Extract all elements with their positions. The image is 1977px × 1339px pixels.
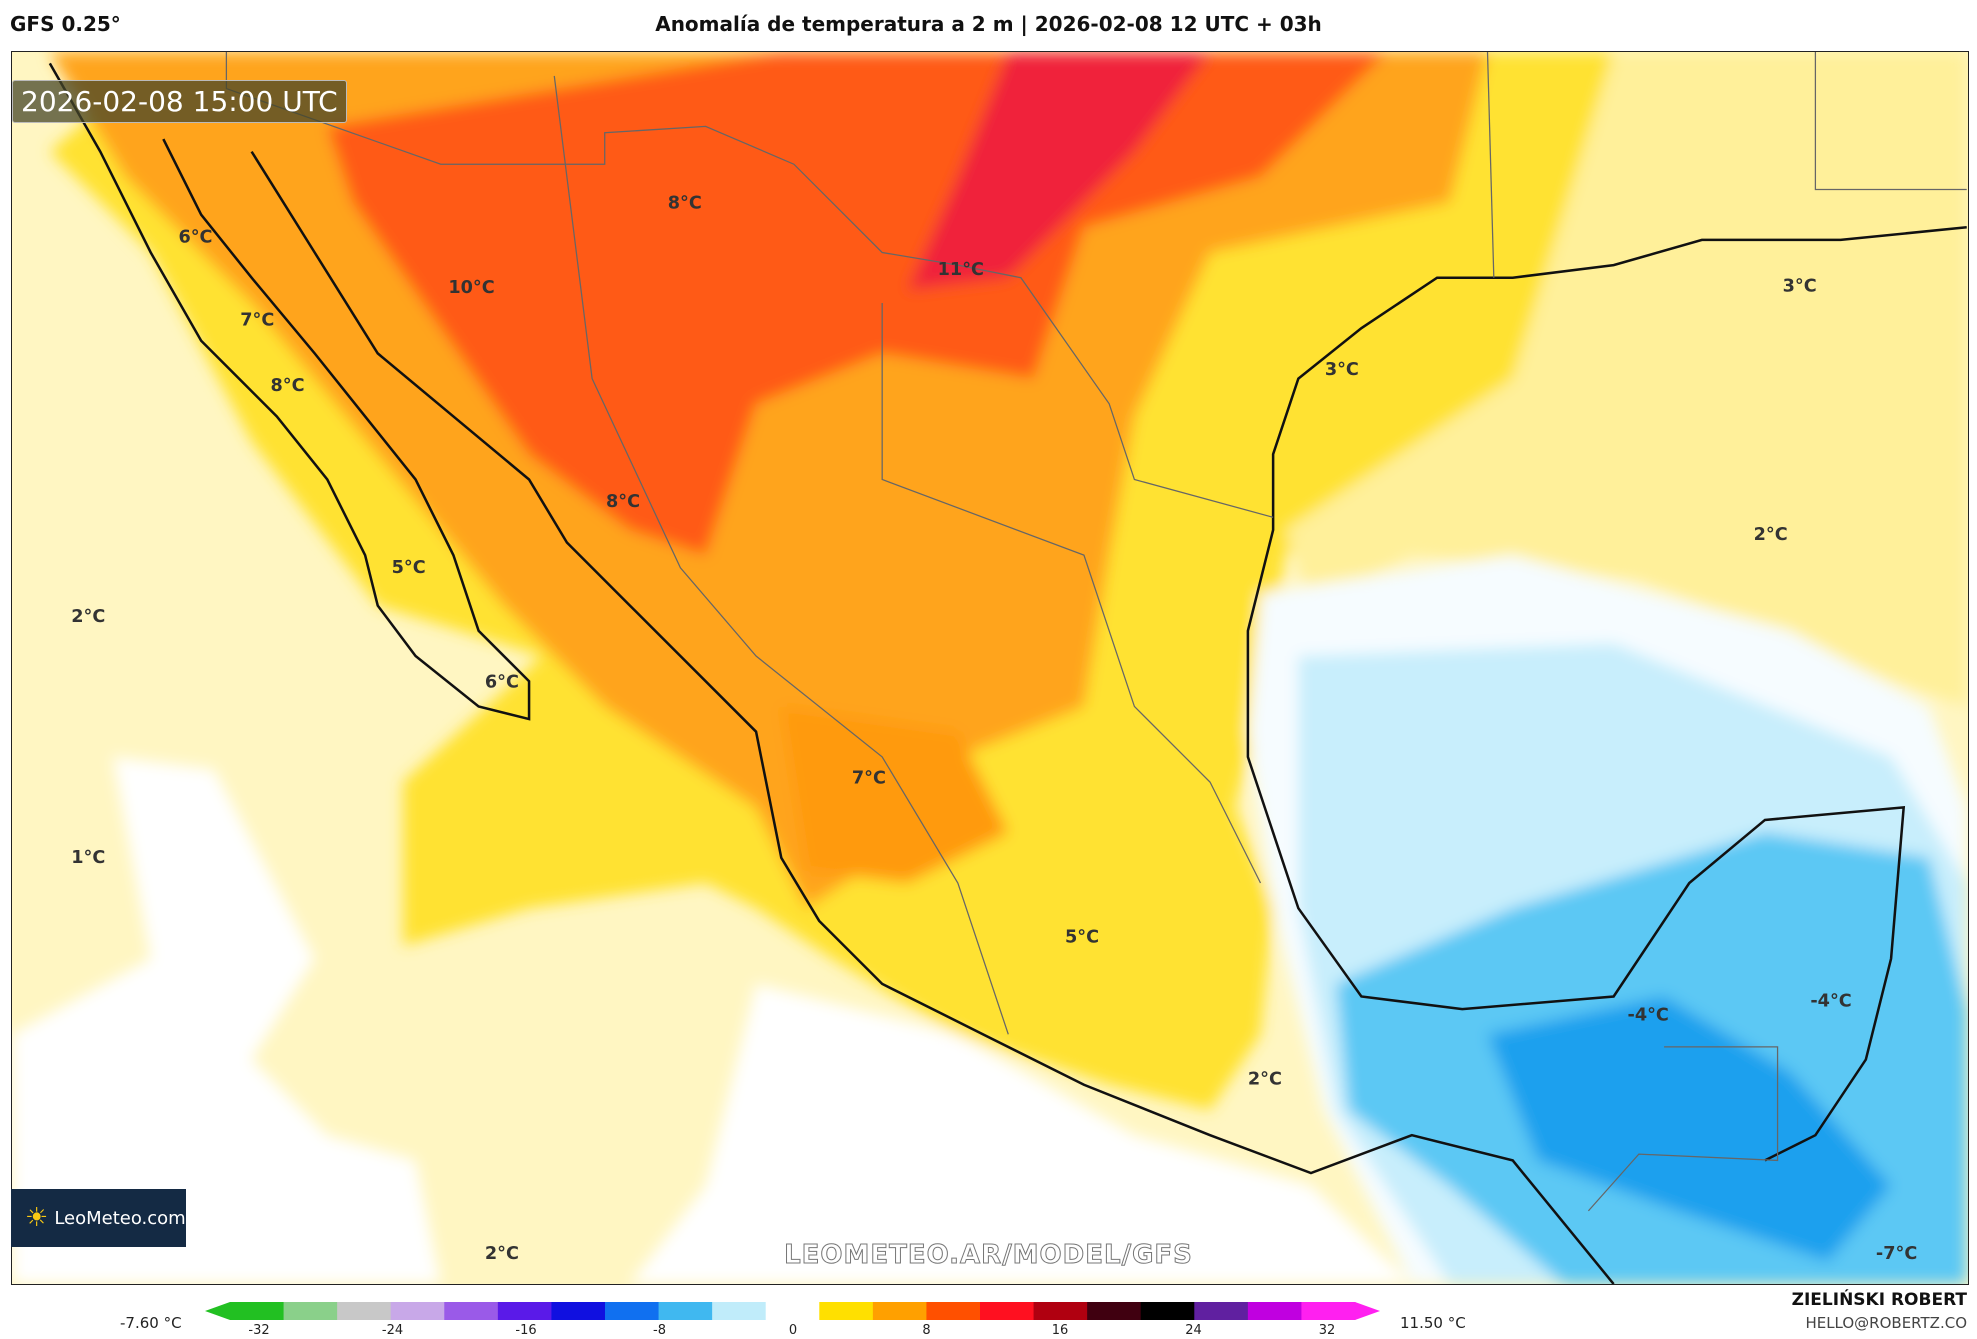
watermark: LEOMETEO.AR/MODEL/GFS [784,1240,1193,1271]
colorbar-segment [1140,1302,1195,1320]
white-zone-sw [12,756,441,1284]
colorbar-segment [1087,1302,1142,1320]
map-label: 3°C [1783,277,1817,297]
colorbar [205,1302,1380,1320]
colorbar-segment [337,1302,392,1320]
colorbar-segment [390,1302,445,1320]
model-name: GFS 0.25° [10,12,121,36]
contour-labels: 8°C 6°C 10°C 11°C 7°C 8°C 3°C 3°C 8°C 5°… [71,193,1917,1263]
map-label: -4°C [1627,1005,1668,1025]
map-field: 8°C 6°C 10°C 11°C 7°C 8°C 3°C 3°C 8°C 5°… [12,52,1967,1284]
white-zone-pacific [629,983,1412,1284]
map-label: 6°C [178,227,212,247]
hot-core [907,52,1211,291]
colorbar-extend-arrow [1355,1302,1380,1320]
map-label: 6°C [485,673,519,693]
colorbar-segment [819,1302,874,1320]
map-label: 3°C [1325,360,1359,380]
colorbar-segment [283,1302,338,1320]
colorbar-segment [444,1302,499,1320]
light-yellow-east [1285,52,1967,707]
colorbar-segment [872,1302,927,1320]
colorbar-tick-label: -24 [381,1323,404,1338]
colorbar-segment [712,1302,767,1320]
author-name: ZIELIŃSKI ROBERT [1791,1290,1967,1310]
colorbar-segment [765,1302,820,1320]
map-label: 1°C [71,848,105,868]
colorbar-tick-label: -32 [248,1323,270,1338]
valid-time-badge: 2026-02-08 15:00 UTC [12,80,347,123]
borders [225,52,1967,1212]
map-label: 2°C [71,607,105,627]
colorbar-segment [605,1302,660,1320]
colorbar-extend-arrow [205,1302,230,1320]
temperature-anomaly-map[interactable]: 8°C 6°C 10°C 11°C 7°C 8°C 3°C 3°C 8°C 5°… [11,51,1969,1285]
colorbar-max-label: 11.50 °C [1400,1314,1466,1332]
orange-south [781,706,1009,884]
colorbar-tick-label: 0 [788,1323,798,1338]
colorbar-tick-label: -8 [653,1323,666,1338]
colorbar-tick-label: 8 [922,1323,931,1338]
map-label: -4°C [1810,992,1851,1012]
map-label: 7°C [852,768,886,788]
colorbar-segment [980,1302,1035,1320]
colorbar-segment [1033,1302,1088,1320]
author-email: HELLO@ROBERTZ.CO [1805,1314,1967,1332]
red-zone [327,52,1387,556]
map-label: 8°C [606,492,640,512]
map-label: 8°C [271,376,305,396]
colorbar-tick-label: -16 [515,1323,537,1338]
deep-blue-spot [1487,996,1892,1262]
map-label: 5°C [392,558,426,578]
colorbar-segment [1247,1302,1302,1320]
map-label: 8°C [668,193,702,213]
map-label: 2°C [1754,525,1788,545]
colorbar-segment [1301,1302,1356,1320]
sun-icon: ☀ [25,1203,49,1233]
colorbar-min-label: -7.60 °C [120,1314,182,1332]
leometeo-logo[interactable]: ☀ LeoMeteo.com [11,1189,186,1247]
colorbar-segment [551,1302,606,1320]
colorbar-tick-label: 16 [1051,1323,1069,1338]
coastline [48,62,1967,1284]
map-label: -7°C [1876,1244,1917,1264]
colorbar-tick-label: 32 [1318,1323,1336,1338]
map-label: 10°C [448,278,494,298]
colorbar-segment [926,1302,981,1320]
map-label: 5°C [1065,927,1099,947]
map-label: 2°C [485,1244,519,1264]
map-label: 11°C [938,260,984,280]
colorbar-segment [1194,1302,1249,1320]
map-label: 2°C [1248,1070,1282,1090]
colorbar-tick-label: 24 [1185,1323,1202,1338]
colorbar-segment [497,1302,552,1320]
logo-text: LeoMeteo.com [54,1207,186,1229]
colorbar-segment [658,1302,713,1320]
map-title: Anomalía de temperatura a 2 m | 2026-02-… [655,12,1322,36]
map-label: 7°C [240,311,274,331]
colorbar-segment [230,1302,285,1320]
